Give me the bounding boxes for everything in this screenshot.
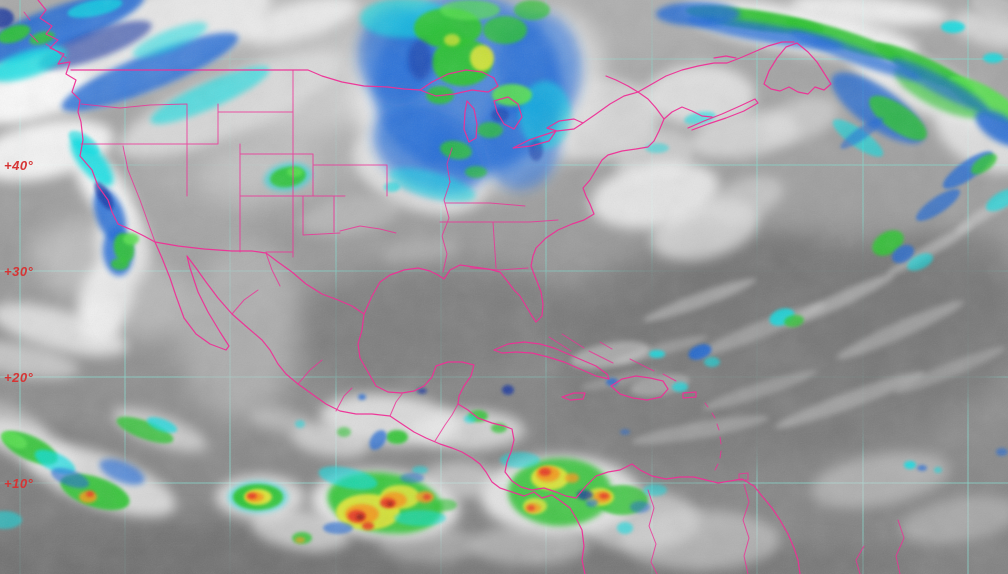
great-lakes (419, 69, 639, 149)
mexico-state-borders (231, 252, 459, 442)
coastline-hispaniola (561, 375, 697, 401)
coastline-nova-scotia (687, 98, 759, 131)
border-us-canada (70, 69, 421, 91)
state-borders (80, 69, 559, 273)
latitude-labels: +40° +30° +20° +10° (4, 158, 34, 491)
bc-islands (23, 11, 67, 59)
south-america-borders (647, 483, 905, 574)
coastline-cuba (493, 341, 610, 380)
coastline-newfoundland (763, 42, 832, 95)
lesser-antilles (704, 402, 749, 481)
coastline-pacific (37, 0, 586, 574)
bahamas (548, 333, 677, 382)
coastline-us-east (363, 106, 713, 323)
political-boundaries (23, 0, 905, 574)
latitude-label: +40° (4, 158, 34, 173)
latitude-label: +10° (4, 476, 34, 491)
latitude-label: +20° (4, 370, 34, 385)
coastline-gulf-caribbean (154, 241, 801, 574)
latitude-label: +30° (4, 264, 34, 279)
